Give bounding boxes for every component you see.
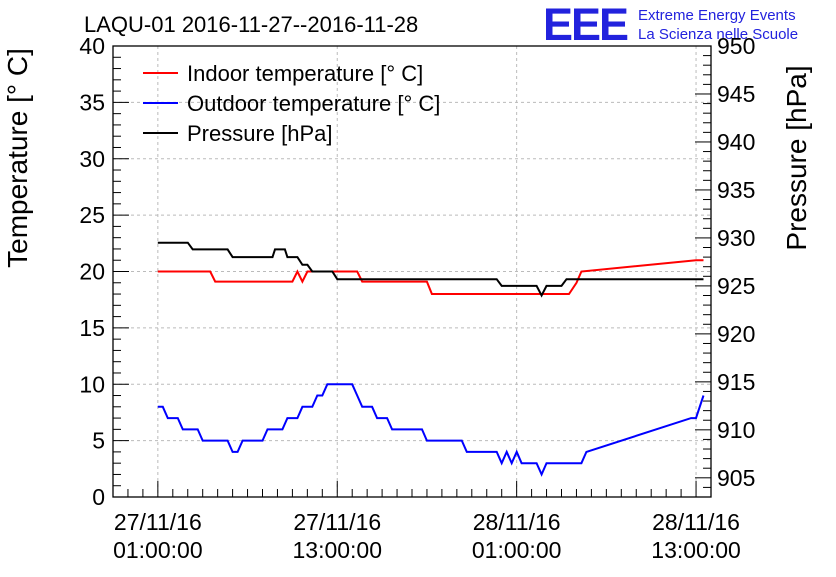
y2-tick-label: 950 [717,33,755,59]
eee-logo-letters: EEE [543,0,628,50]
x-tick-label-date: 28/11/16 [652,509,740,535]
series-line-pressure [157,241,704,298]
x-tick-label-time: 13:00:00 [292,537,382,563]
y2-tick-label: 945 [717,81,755,107]
y2-tick-label: 930 [717,225,755,251]
legend-label-indoor: Indoor temperature [° C] [187,61,423,86]
legend-label-pressure: Pressure [hPa] [187,121,333,146]
y2-tick-label: 925 [717,273,755,299]
y2-tick-label: 920 [717,321,755,347]
eee-logo: EEE Extreme Energy Events La Scienza nel… [543,0,798,50]
x-tick-label-date: 28/11/16 [473,509,561,535]
y-tick-label: 10 [79,371,105,397]
x-tick-label-date: 27/11/16 [293,509,381,535]
legend-label-outdoor: Outdoor temperature [° C] [187,91,440,116]
plot-frame [112,45,712,498]
series-line-indoor [157,259,704,295]
y-axis-title: Temperature [° C] [2,48,33,268]
y2-tick-label: 935 [717,177,755,203]
x-tick-label-time: 01:00:00 [472,537,562,563]
y2-axis-title: Pressure [hPa] [781,65,812,250]
eee-logo-line1: Extreme Energy Events [638,7,796,24]
plot-area: 0 5 10 15 20 25 30 35 40 905 910 915 920 925 930 935 940… [79,33,755,563]
y2-tick-label: 905 [717,465,755,491]
y2-tick-label: 910 [717,417,755,443]
x-tick-label-time: 01:00:00 [113,537,203,563]
y-tick-label: 0 [92,484,105,510]
x-tick-label-time: 13:00:00 [651,537,741,563]
y-tick-label: 20 [79,259,105,285]
series-line-outdoor [157,383,705,477]
y-tick-label: 30 [79,146,105,172]
y-tick-label: 5 [92,428,105,454]
y2-tick-label: 940 [717,129,755,155]
y-tick-label: 15 [79,315,105,341]
y-tick-label: 25 [79,202,105,228]
x-tick-label-date: 27/11/16 [114,509,202,535]
legend: Indoor temperature [° C] Outdoor tempera… [143,61,440,146]
y-tick-label: 35 [79,89,105,115]
chart-title: LAQU-01 2016-11-27--2016-11-28 [84,12,418,37]
y2-tick-label: 915 [717,369,755,395]
y-tick-label: 40 [79,33,105,59]
eee-logo-line2: La Scienza nelle Scuole [638,26,798,43]
